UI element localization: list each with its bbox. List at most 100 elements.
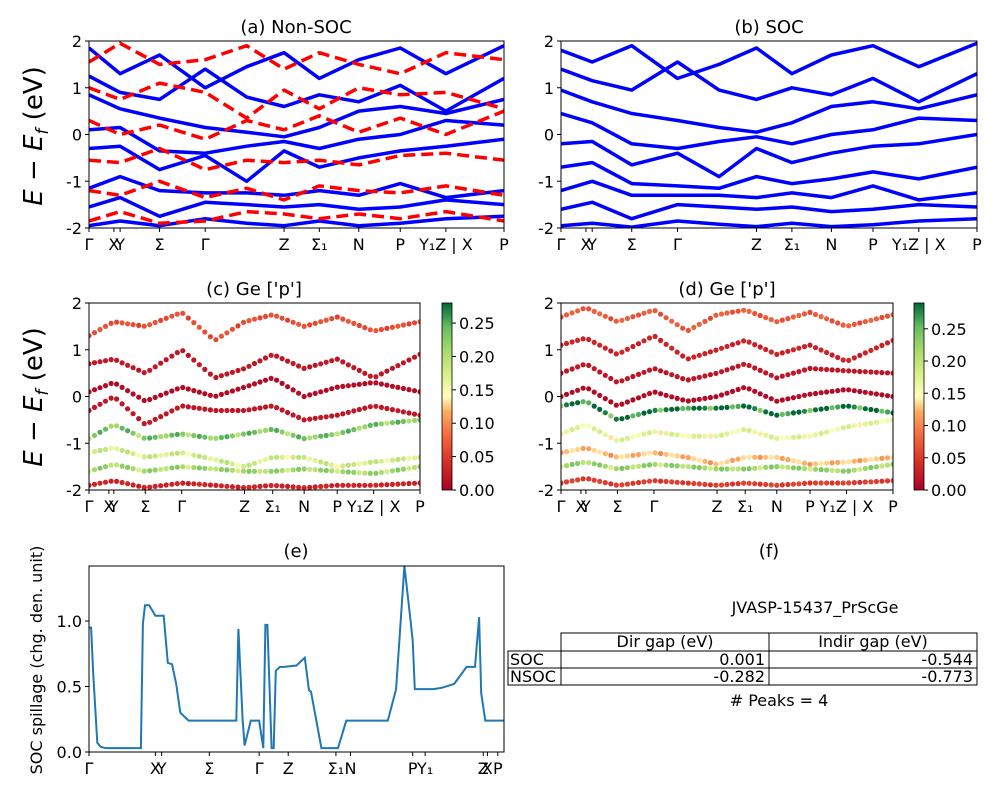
projection-point (807, 391, 813, 397)
projection-point (713, 394, 719, 400)
panel-b-title: (b) SOC (734, 17, 803, 38)
xtick-label: Σ₁ (737, 497, 754, 516)
projection-point (646, 367, 653, 373)
projection-point (790, 458, 797, 464)
projection-point (345, 482, 351, 488)
projection-point (130, 451, 136, 457)
projection-point (857, 405, 863, 411)
projection-point (619, 465, 625, 471)
projection-point (329, 386, 335, 392)
projection-point (141, 397, 147, 404)
table-row-soc-indir: -0.544 (921, 650, 973, 669)
projection-point (323, 483, 329, 489)
projection-point (713, 312, 719, 318)
projection-point (246, 468, 252, 474)
projection-point (807, 433, 813, 439)
panel-e-title: (e) (283, 541, 308, 562)
projection-point (868, 456, 874, 463)
projection-point (591, 403, 597, 409)
projection-point (290, 387, 296, 393)
projection-point (630, 434, 636, 440)
projection-point (152, 483, 158, 489)
projection-point (824, 405, 830, 411)
projection-point (879, 342, 885, 348)
projection-point (174, 431, 180, 438)
projection-point (246, 484, 252, 490)
projection-point (851, 355, 857, 361)
projection-point (879, 455, 885, 461)
projection-point (840, 387, 846, 393)
projection-point (829, 405, 835, 411)
projection-point (768, 482, 774, 488)
projection-point (884, 418, 891, 424)
projection-point (196, 465, 202, 471)
projection-point (356, 322, 362, 329)
projection-point (561, 480, 564, 486)
xtick-label: X (575, 497, 586, 516)
projection-point (608, 452, 614, 458)
projection-point (707, 315, 714, 321)
projection-point (257, 458, 263, 465)
projection-point (630, 343, 636, 350)
projection-point (680, 405, 686, 412)
projection-point (89, 361, 92, 367)
projection-point (251, 406, 258, 412)
projection-point (334, 468, 340, 474)
projection-point (862, 319, 868, 325)
projection-point (718, 466, 725, 472)
projection-point (213, 407, 219, 414)
xtick-label: Y (108, 497, 119, 516)
projection-point (663, 462, 669, 468)
panel-d-title: (d) Ge ['p'] (678, 279, 775, 300)
projection-point (857, 388, 863, 395)
projection-point (218, 458, 224, 464)
projection-point (91, 330, 98, 336)
projection-point (796, 409, 802, 415)
projection-point (602, 432, 608, 438)
projection-point (779, 482, 785, 488)
xtick-label: N (353, 235, 365, 254)
projection-point (868, 347, 874, 353)
projection-point (674, 432, 680, 438)
projection-point (268, 468, 274, 474)
projection-point (597, 449, 603, 455)
projection-point (785, 348, 791, 354)
projection-point (185, 464, 191, 470)
projection-point (663, 451, 669, 457)
projection-point (351, 365, 357, 371)
projection-point (613, 454, 619, 460)
projection-point (251, 460, 258, 466)
projection-point (362, 460, 368, 466)
projection-point (108, 395, 114, 401)
projection-point (619, 482, 625, 488)
projection-point (367, 404, 373, 410)
projection-point (873, 478, 880, 485)
projection-point (158, 392, 164, 398)
projection-point (411, 354, 418, 360)
projection-point (884, 478, 891, 484)
projection-point (147, 419, 153, 425)
projection-point (630, 397, 636, 403)
projection-point (718, 369, 725, 375)
projection-point (406, 455, 412, 461)
projection-point (630, 480, 636, 486)
projection-point (561, 370, 564, 376)
projection-point (868, 479, 874, 485)
projection-point (768, 349, 774, 355)
projection-point (569, 461, 575, 468)
projection-point (674, 349, 680, 355)
projection-point (318, 361, 324, 367)
projection-point (812, 480, 819, 486)
projection-point (251, 468, 258, 474)
projection-point (229, 388, 235, 394)
projection-point (829, 428, 835, 434)
projection-point (213, 393, 219, 399)
projection-point (724, 481, 730, 488)
projection-point (602, 410, 608, 416)
projection-point (373, 421, 379, 427)
projection-point (812, 345, 819, 351)
projection-point (696, 457, 702, 463)
projection-point (307, 435, 313, 441)
projection-point (563, 391, 570, 397)
projection-point (406, 410, 412, 416)
